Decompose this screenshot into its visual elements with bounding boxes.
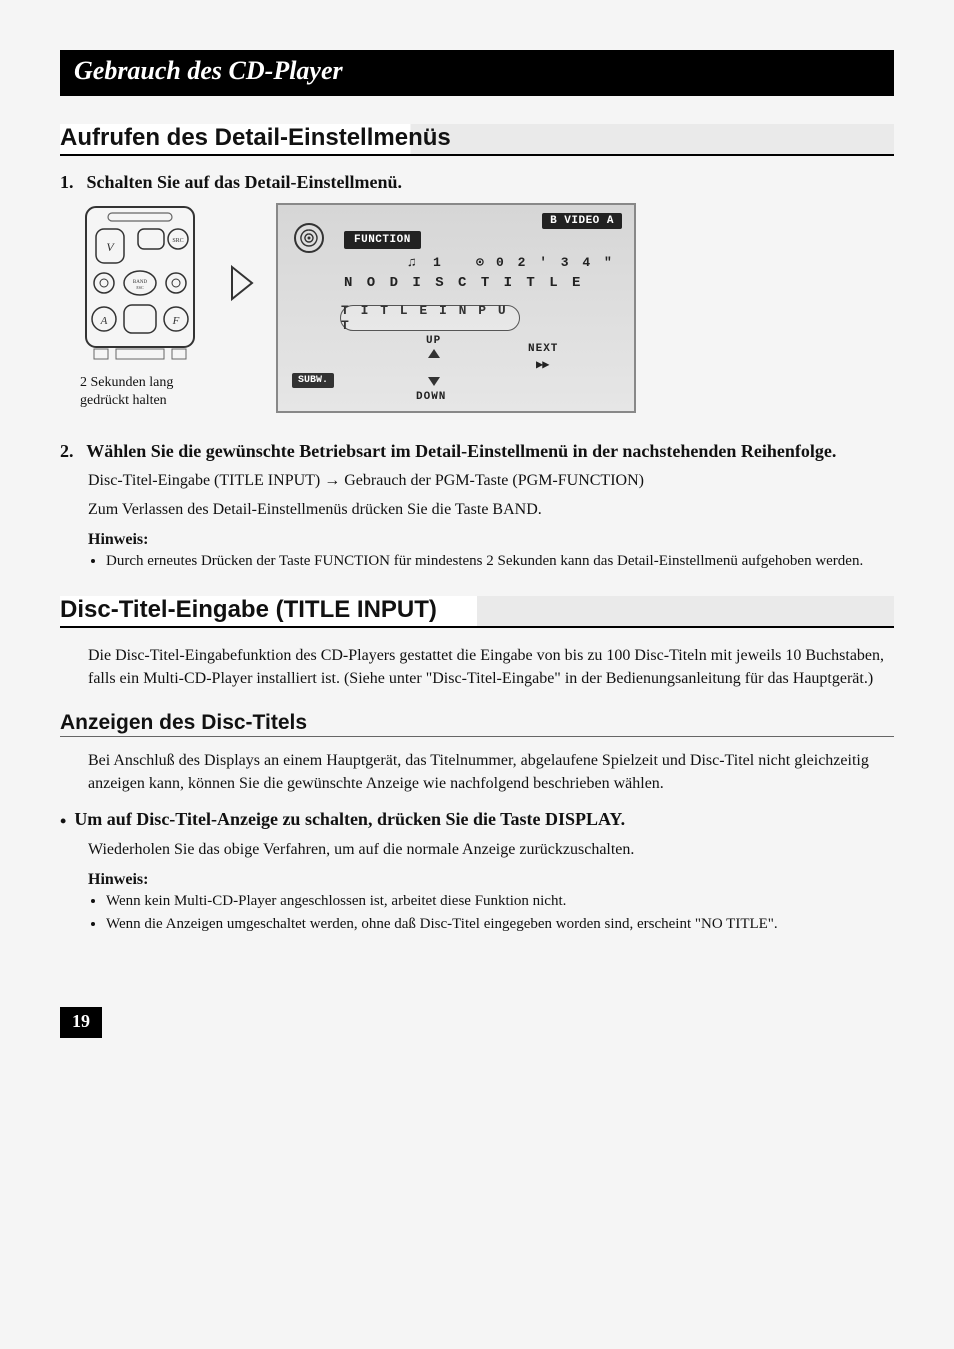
lcd-track-icon: ♫: [408, 255, 419, 270]
mode-flow: Disc-Titel-Eingabe (TITLE INPUT) → Gebra…: [88, 472, 894, 490]
hinweis-list-2: Wenn kein Multi-CD-Player angeschlossen …: [106, 891, 894, 935]
svg-text:F: F: [172, 315, 180, 327]
lcd-time: 0 2 ' 3 4 ": [496, 255, 615, 270]
step2-heading: 2. Wählen Sie die gewünschte Betriebsart…: [60, 441, 894, 462]
forward-icon: ▶▶: [536, 357, 548, 372]
hinweis-item: Wenn kein Multi-CD-Player angeschlossen …: [106, 891, 894, 912]
page-number: 19: [60, 1007, 102, 1038]
lcd-subw-label: SUBW.: [292, 373, 334, 388]
lcd-nav-down-label: DOWN: [416, 391, 446, 403]
section-title-1: Aufrufen des Detail-Einstellmenüs: [60, 124, 894, 156]
step1-heading: 1. Schalten Sie auf das Detail-Einstellm…: [60, 172, 894, 193]
hinweis-item: Wenn die Anzeigen umgeschaltet werden, o…: [106, 914, 894, 935]
triangle-up-icon: [428, 349, 440, 358]
hinweis-label-2: Hinweis:: [88, 871, 894, 889]
svg-text:V: V: [106, 240, 115, 254]
hinweis-list-1: Durch erneutes Drücken der Taste FUNCTIO…: [106, 551, 894, 572]
section3-intro: Bei Anschluß des Displays an einem Haupt…: [88, 749, 894, 795]
lcd-nav-up-label: UP: [426, 335, 441, 347]
remote-illustration: V SRC BAND ESC A F 2 Sekunden lang gedrü…: [80, 203, 210, 410]
section-title-3: Anzeigen des Disc-Titels: [60, 711, 894, 737]
triangle-down-icon: [428, 377, 440, 386]
chapter-title: Gebrauch des CD-Player: [74, 56, 343, 85]
arrow-right-icon: [228, 263, 258, 303]
action-bullet: • Um auf Disc-Titel-Anzeige zu schalten,…: [60, 809, 894, 830]
hinweis-label-1: Hinweis:: [88, 531, 894, 549]
section2-intro: Die Disc-Titel-Eingabefunktion des CD-Pl…: [88, 644, 894, 690]
lcd-clock-icon: ⊙: [476, 255, 487, 270]
svg-text:SRC: SRC: [172, 238, 183, 244]
hinweis-item: Durch erneutes Drücken der Taste FUNCTIO…: [106, 551, 894, 572]
exit-instruction: Zum Verlassen des Detail-Einstellmenüs d…: [88, 498, 894, 521]
svg-text:A: A: [100, 315, 108, 327]
bullet-icon: •: [60, 812, 66, 830]
lcd-nav-next-label: NEXT: [528, 343, 558, 355]
arrow-right-inline-icon: →: [324, 472, 340, 489]
disc-icon: [294, 223, 324, 253]
step1-figure-row: V SRC BAND ESC A F 2 Sekunden lang gedrü…: [80, 203, 894, 413]
function-label: FUNCTION: [344, 231, 421, 249]
step-arrow: [228, 203, 258, 363]
svg-text:ESC: ESC: [136, 285, 144, 290]
action-sub: Wiederholen Sie das obige Verfahren, um …: [88, 838, 894, 861]
remote-svg: V SRC BAND ESC A F: [80, 203, 200, 363]
lcd-screen: B VIDEO A FUNCTION ♫ 1 ⊙ 0 2 ' 3 4 " N O…: [276, 203, 636, 413]
lcd-no-disc-title: N O D I S C T I T L E: [344, 275, 583, 291]
lcd-menu-item: T I T L E I N P U T: [340, 305, 520, 331]
section-title-2: Disc-Titel-Eingabe (TITLE INPUT): [60, 596, 894, 628]
remote-caption: 2 Sekunden lang gedrückt halten: [80, 374, 210, 410]
lcd-track-num: 1: [433, 255, 444, 270]
chapter-title-bar: Gebrauch des CD-Player: [60, 50, 894, 96]
video-badge: B VIDEO A: [542, 213, 622, 229]
